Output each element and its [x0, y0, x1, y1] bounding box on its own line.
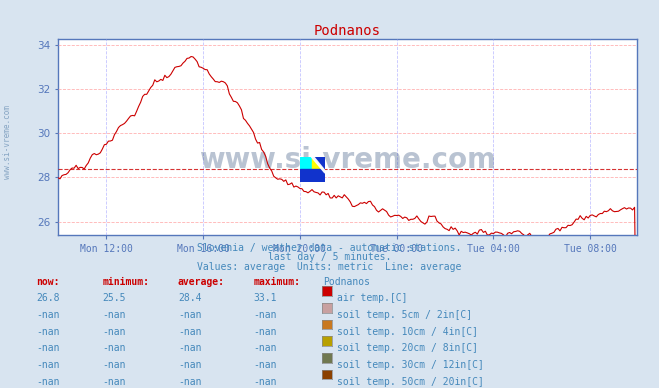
Text: -nan: -nan — [102, 360, 126, 370]
Text: -nan: -nan — [254, 327, 277, 337]
Text: now:: now: — [36, 277, 60, 287]
Text: -nan: -nan — [102, 377, 126, 387]
Text: soil temp. 20cm / 8in[C]: soil temp. 20cm / 8in[C] — [337, 343, 478, 353]
Text: -nan: -nan — [36, 327, 60, 337]
Text: soil temp. 50cm / 20in[C]: soil temp. 50cm / 20in[C] — [337, 377, 484, 387]
Text: maximum:: maximum: — [254, 277, 301, 287]
Text: 33.1: 33.1 — [254, 293, 277, 303]
Text: 28.4: 28.4 — [178, 293, 202, 303]
Text: soil temp. 30cm / 12in[C]: soil temp. 30cm / 12in[C] — [337, 360, 484, 370]
Text: -nan: -nan — [36, 360, 60, 370]
Bar — [312, 157, 325, 169]
Text: average:: average: — [178, 277, 225, 287]
Text: www.si-vreme.com: www.si-vreme.com — [3, 105, 13, 178]
Text: air temp.[C]: air temp.[C] — [337, 293, 408, 303]
Bar — [300, 169, 325, 182]
Text: -nan: -nan — [254, 310, 277, 320]
Polygon shape — [312, 157, 325, 169]
Text: -nan: -nan — [254, 343, 277, 353]
Text: -nan: -nan — [178, 310, 202, 320]
Text: -nan: -nan — [254, 360, 277, 370]
Text: Values: average  Units: metric  Line: average: Values: average Units: metric Line: aver… — [197, 262, 462, 272]
Text: Podnanos: Podnanos — [323, 277, 370, 287]
Text: -nan: -nan — [178, 377, 202, 387]
Text: 25.5: 25.5 — [102, 293, 126, 303]
Text: soil temp. 10cm / 4in[C]: soil temp. 10cm / 4in[C] — [337, 327, 478, 337]
Text: 26.8: 26.8 — [36, 293, 60, 303]
Text: -nan: -nan — [36, 343, 60, 353]
Text: last day / 5 minutes.: last day / 5 minutes. — [268, 252, 391, 262]
Bar — [300, 157, 312, 169]
Text: -nan: -nan — [102, 343, 126, 353]
Text: Slovenia / weather data - automatic stations.: Slovenia / weather data - automatic stat… — [197, 242, 462, 253]
Text: -nan: -nan — [36, 377, 60, 387]
Text: -nan: -nan — [178, 327, 202, 337]
Text: -nan: -nan — [36, 310, 60, 320]
Text: www.si-vreme.com: www.si-vreme.com — [199, 146, 496, 174]
Text: -nan: -nan — [178, 343, 202, 353]
Text: -nan: -nan — [178, 360, 202, 370]
Text: -nan: -nan — [102, 327, 126, 337]
Text: -nan: -nan — [254, 377, 277, 387]
Text: soil temp. 5cm / 2in[C]: soil temp. 5cm / 2in[C] — [337, 310, 473, 320]
Text: minimum:: minimum: — [102, 277, 149, 287]
Text: -nan: -nan — [102, 310, 126, 320]
Title: Podnanos: Podnanos — [314, 24, 381, 38]
Polygon shape — [311, 157, 325, 173]
